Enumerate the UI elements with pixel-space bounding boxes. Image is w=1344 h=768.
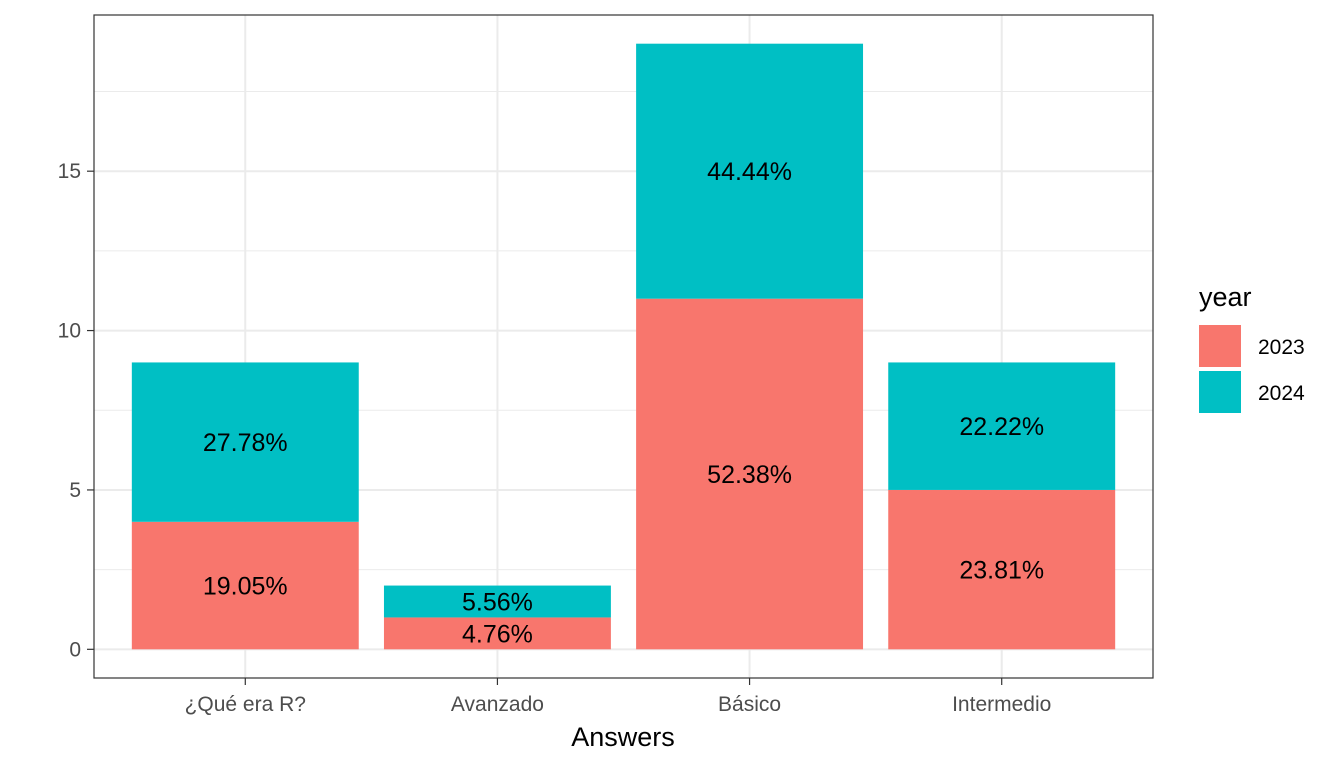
- x-tick-label: Avanzado: [451, 693, 544, 716]
- x-tick-label: ¿Qué era R?: [185, 693, 306, 716]
- bar-segment-2023: [131, 521, 359, 650]
- y-tick-label: 10: [58, 320, 81, 343]
- bar-segment-2024: [383, 585, 611, 618]
- y-tick-label: 15: [58, 160, 81, 183]
- data-label: 27.78%: [203, 429, 288, 457]
- data-labels-group: 19.05% 27.78% 4.76% 5.56% 52.38% 44.44% 23.81%…: [203, 158, 1044, 648]
- legend-title: year: [1199, 282, 1252, 312]
- y-tick-label: 0: [69, 638, 81, 661]
- x-tick-label: Intermedio: [952, 693, 1051, 716]
- data-label: 23.81%: [959, 557, 1044, 585]
- data-label: 22.22%: [959, 413, 1044, 441]
- x-axis-title: Answers: [571, 722, 675, 752]
- x-axis: ¿Qué era R? Avanzado Básico Intermedio: [185, 678, 1051, 716]
- bars-group: [131, 43, 1116, 650]
- bar-segment-2023: [888, 489, 1116, 650]
- data-label: 4.76%: [462, 620, 533, 648]
- legend-key-2024: [1199, 371, 1241, 413]
- data-label: 5.56%: [462, 589, 533, 617]
- data-label: 52.38%: [707, 461, 792, 489]
- legend: year 2023 2024: [1199, 282, 1305, 413]
- bar-segment-2024: [888, 362, 1116, 490]
- bar-segment-2024: [131, 362, 359, 522]
- y-tick-label: 5: [69, 479, 81, 502]
- bar-segment-2024: [636, 43, 864, 299]
- legend-label-2023: 2023: [1258, 336, 1305, 359]
- bar-segment-2023: [636, 298, 864, 650]
- y-axis: 0 5 10 15: [58, 160, 94, 661]
- data-label: 19.05%: [203, 573, 288, 601]
- bar-segment-2023: [383, 617, 611, 650]
- x-tick-label: Básico: [718, 693, 781, 716]
- data-label: 44.44%: [707, 158, 792, 186]
- panel-border: [93, 14, 1154, 679]
- legend-label-2024: 2024: [1258, 382, 1305, 405]
- legend-key-2023: [1199, 325, 1241, 367]
